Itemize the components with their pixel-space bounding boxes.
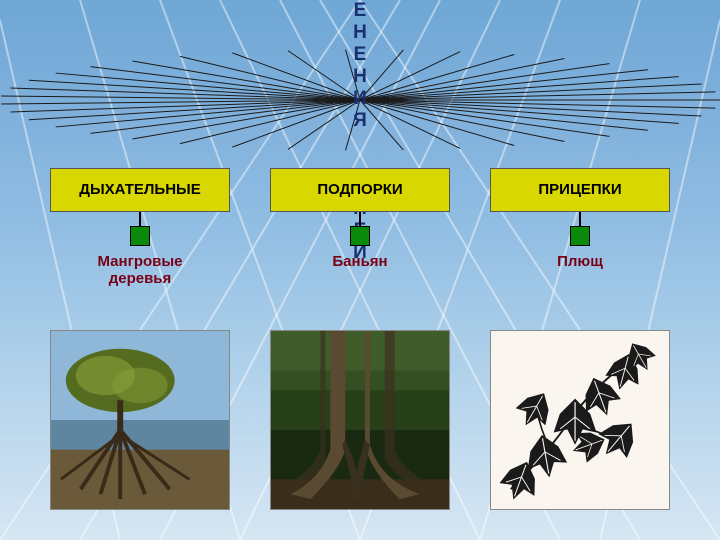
content-layer: ЕНЕНИЯ РНЕЙ ДЫХАТЕЛЬНЫЕ Мангровыедеревья… [0, 0, 720, 540]
caption-clinging: Плющ [557, 254, 603, 288]
image-ivy [490, 330, 670, 510]
connector-line [139, 212, 141, 226]
caption-props: Баньян [332, 254, 387, 288]
column-breathing: ДЫХАТЕЛЬНЫЕ Мангровыедеревья [40, 168, 240, 288]
image-row [0, 330, 720, 510]
caption-breathing: Мангровыедеревья [97, 254, 182, 288]
connector-line [359, 212, 361, 226]
image-mangrove [50, 330, 230, 510]
column-clinging: ПРИЦЕПКИ Плющ [480, 168, 680, 288]
box-clinging: ПРИЦЕПКИ [490, 168, 670, 212]
image-banyan [270, 330, 450, 510]
box-props: ПОДПОРКИ [270, 168, 450, 212]
green-square-icon [570, 226, 590, 246]
green-square-icon [350, 226, 370, 246]
connector-line [579, 212, 581, 226]
box-breathing: ДЫХАТЕЛЬНЫЕ [50, 168, 230, 212]
column-props: ПОДПОРКИ Баньян [260, 168, 460, 288]
green-square-icon [130, 226, 150, 246]
cards-row: ДЫХАТЕЛЬНЫЕ Мангровыедеревья ПОДПОРКИ Ба… [0, 168, 720, 288]
